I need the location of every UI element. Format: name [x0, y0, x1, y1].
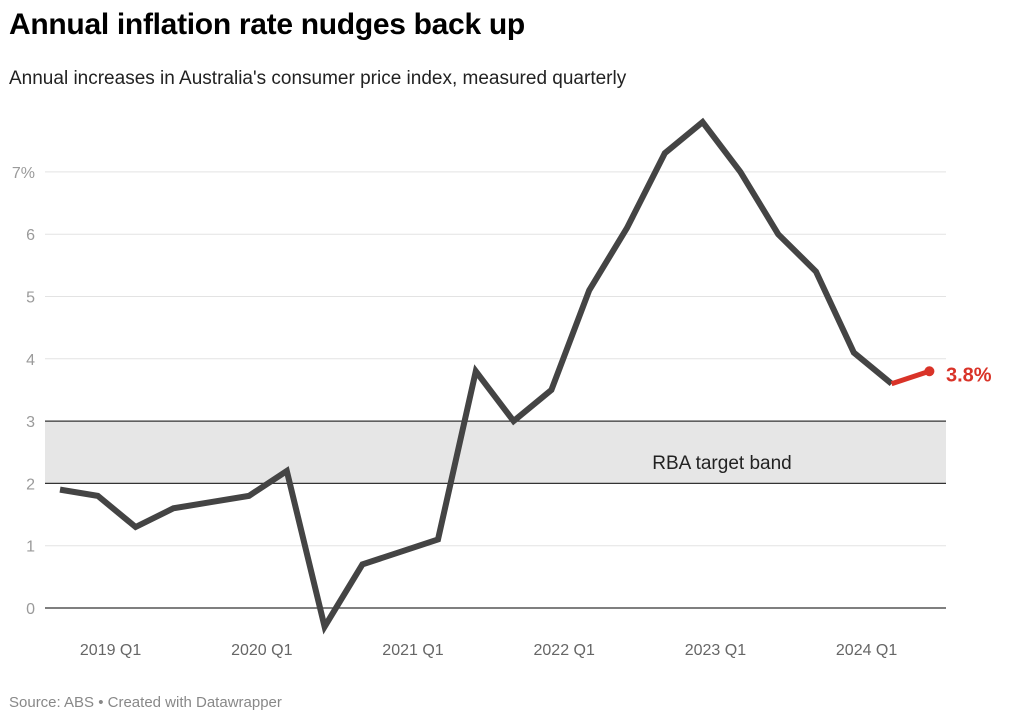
y-tick-label: 7% [12, 165, 35, 182]
y-tick-label: 5 [26, 290, 35, 307]
y-tick-label: 6 [26, 227, 35, 244]
chart-title: Annual inflation rate nudges back up [9, 8, 525, 41]
y-tick-label: 0 [26, 601, 35, 618]
x-tick-label: 2021 Q1 [382, 642, 443, 659]
y-tick-label: 2 [26, 476, 35, 493]
target-band [45, 421, 946, 484]
source-note: Source: ABS • Created with Datawrapper [9, 694, 282, 711]
latest-segment [890, 368, 931, 387]
x-tick-label: 2022 Q1 [534, 642, 595, 659]
x-tick-label: 2023 Q1 [685, 642, 746, 659]
inflation-line [59, 117, 894, 635]
x-tick-label: 2019 Q1 [80, 642, 141, 659]
y-tick-label: 4 [26, 352, 35, 369]
y-tick-label: 3 [26, 414, 35, 431]
chart-subtitle: Annual increases in Australia's consumer… [9, 68, 627, 89]
band-label: RBA target band [652, 453, 791, 474]
x-tick-label: 2024 Q1 [836, 642, 897, 659]
latest-point [924, 366, 935, 377]
y-tick-label: 1 [26, 539, 35, 556]
x-tick-label: 2020 Q1 [231, 642, 292, 659]
latest-value-label: 3.8% [946, 364, 992, 386]
